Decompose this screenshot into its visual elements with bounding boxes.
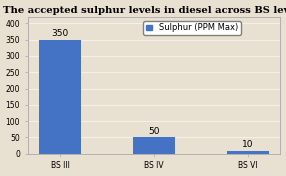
Text: 10: 10 [242, 140, 254, 149]
Bar [227, 150, 269, 154]
Text: 350: 350 [52, 29, 69, 38]
Text: 50: 50 [148, 127, 160, 136]
Bar [39, 40, 82, 154]
Legend: Sulphur (PPM Max): Sulphur (PPM Max) [143, 21, 241, 35]
Bar [133, 137, 175, 154]
Title: The accepted sulphur levels in diesel across BS levels: The accepted sulphur levels in diesel ac… [3, 6, 286, 15]
